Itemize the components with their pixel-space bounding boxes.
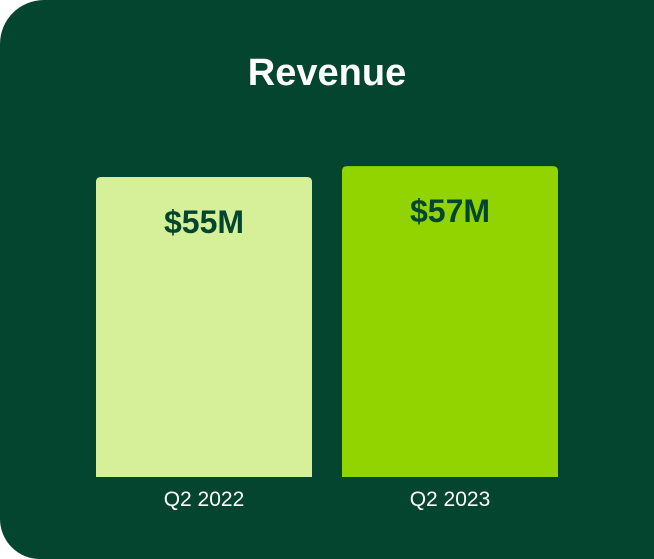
bar-value-label: $55M <box>164 204 244 240</box>
bar-q2-2023 <box>342 166 558 477</box>
bar-value-label: $57M <box>410 193 490 229</box>
chart-title: Revenue <box>247 52 407 94</box>
bar-q2-2022 <box>96 177 312 477</box>
x-tick-label: Q2 2023 <box>410 488 491 511</box>
x-tick-label: Q2 2022 <box>164 488 245 511</box>
